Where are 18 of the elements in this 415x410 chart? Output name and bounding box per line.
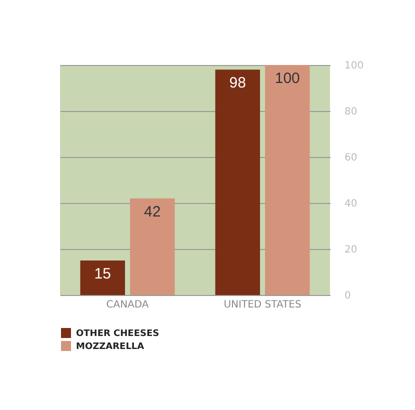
data-label: 42 — [144, 203, 161, 220]
data-label: 98 — [229, 74, 246, 92]
y-tick-label: 60 — [344, 152, 358, 164]
y-tick-label: 80 — [344, 106, 358, 118]
x-tick-label: CANADA — [106, 300, 149, 310]
legend-label: OTHER CHEESES — [76, 329, 160, 339]
y-tick-label: 0 — [344, 290, 351, 302]
bar — [264, 65, 310, 295]
y-tick-label: 20 — [344, 244, 358, 256]
data-label: 100 — [274, 70, 300, 87]
bar — [130, 198, 175, 295]
y-tick-label: 100 — [344, 60, 364, 72]
y-tick-label: 40 — [344, 198, 358, 210]
legend-label: MOZZARELLA — [76, 342, 144, 352]
data-label: 15 — [94, 266, 111, 282]
x-tick-label: UNITED STATES — [224, 300, 302, 310]
bar — [80, 260, 126, 295]
bar — [215, 70, 260, 295]
